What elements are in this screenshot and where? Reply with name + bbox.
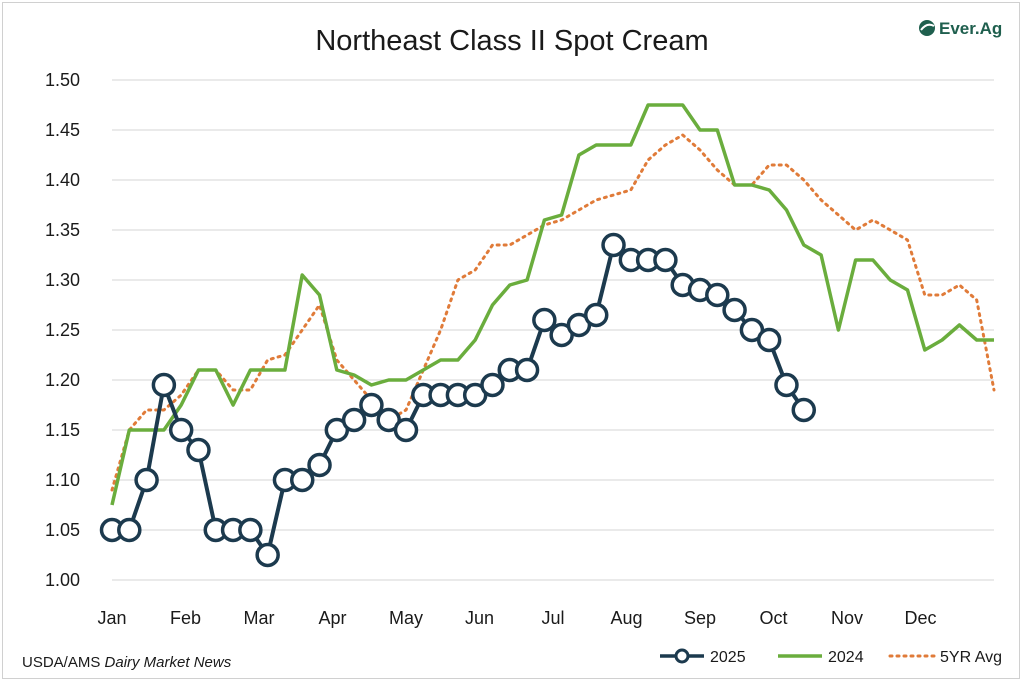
x-tick-label: Jul (541, 608, 564, 628)
data-point (134, 467, 159, 493)
data-point (168, 417, 194, 443)
series-layer (99, 103, 996, 568)
data-point (653, 247, 678, 273)
x-tick-label: Feb (170, 608, 201, 628)
data-point (186, 437, 211, 463)
legend-item-2025: 2025 (660, 648, 746, 666)
legend-label-2025: 2025 (710, 649, 746, 666)
x-tick-label: Aug (610, 608, 642, 628)
legend-item-2024: 2024 (778, 649, 864, 666)
source-note: USDA/AMS Dairy Market News (22, 654, 232, 671)
data-point (774, 372, 799, 398)
legend-label-5yr-avg: 5YR Avg (940, 649, 1002, 666)
x-tick-label: Sep (684, 608, 716, 628)
chart-title: Northeast Class II Spot Cream (315, 25, 708, 57)
data-point (151, 372, 177, 398)
data-point (722, 297, 747, 323)
source-italic: Dairy Market News (105, 654, 232, 671)
x-tick-label: Jan (97, 608, 126, 628)
data-point (514, 357, 540, 383)
x-tick-label: Dec (904, 608, 936, 628)
ever-ag-leaf-icon (919, 20, 935, 36)
y-tick-label: 1.25 (45, 320, 80, 340)
x-tick-label: Apr (318, 608, 346, 628)
x-tick-label: Oct (759, 608, 787, 628)
data-point (307, 452, 332, 478)
y-tick-label: 1.30 (45, 270, 80, 290)
y-tick-label: 1.10 (45, 470, 80, 490)
series-2024 (110, 103, 994, 506)
legend-marker-2025 (674, 648, 690, 664)
series-5yr-avg (110, 133, 996, 492)
x-tick-label: Mar (244, 608, 275, 628)
x-axis-ticks: Jan Feb Mar Apr May Jun Jul Aug Sep Oct Nov Dec (97, 608, 936, 628)
data-point (601, 232, 626, 258)
ever-ag-logo: Ever.Ag (919, 19, 1002, 38)
data-point (705, 282, 730, 308)
source-prefix: USDA/AMS (22, 654, 105, 671)
data-point (359, 392, 384, 418)
data-point (341, 407, 367, 433)
data-point (117, 517, 142, 543)
y-tick-label: 1.50 (45, 70, 80, 90)
series-2025 (99, 232, 817, 568)
x-tick-label: Jun (465, 608, 494, 628)
data-point (255, 542, 280, 568)
data-point (756, 327, 782, 353)
y-tick-label: 1.45 (45, 120, 80, 140)
data-point (791, 397, 817, 423)
series-line-2024 (110, 103, 994, 506)
gridlines (112, 79, 994, 581)
data-point (393, 417, 419, 443)
data-point (480, 372, 505, 398)
y-tick-label: 1.40 (45, 170, 80, 190)
series-line-5yr-avg (110, 133, 996, 492)
data-point (532, 307, 557, 333)
data-point (238, 517, 263, 543)
legend: 2025 2024 5YR Avg (660, 648, 1002, 666)
y-axis-ticks: 1.00 1.05 1.10 1.15 1.20 1.25 1.30 1.35 1.40 1.45… (45, 70, 80, 590)
y-tick-label: 1.15 (45, 420, 80, 440)
data-point (583, 302, 609, 328)
y-tick-label: 1.20 (45, 370, 80, 390)
x-tick-label: Nov (831, 608, 863, 628)
legend-label-2024: 2024 (828, 649, 864, 666)
x-tick-label: May (389, 608, 423, 628)
data-point (289, 467, 315, 493)
ever-ag-logo-text: Ever.Ag (939, 19, 1002, 38)
y-tick-label: 1.35 (45, 220, 80, 240)
y-tick-label: 1.00 (45, 570, 80, 590)
y-tick-label: 1.05 (45, 520, 80, 540)
legend-item-5yr-avg: 5YR Avg (888, 649, 1002, 666)
